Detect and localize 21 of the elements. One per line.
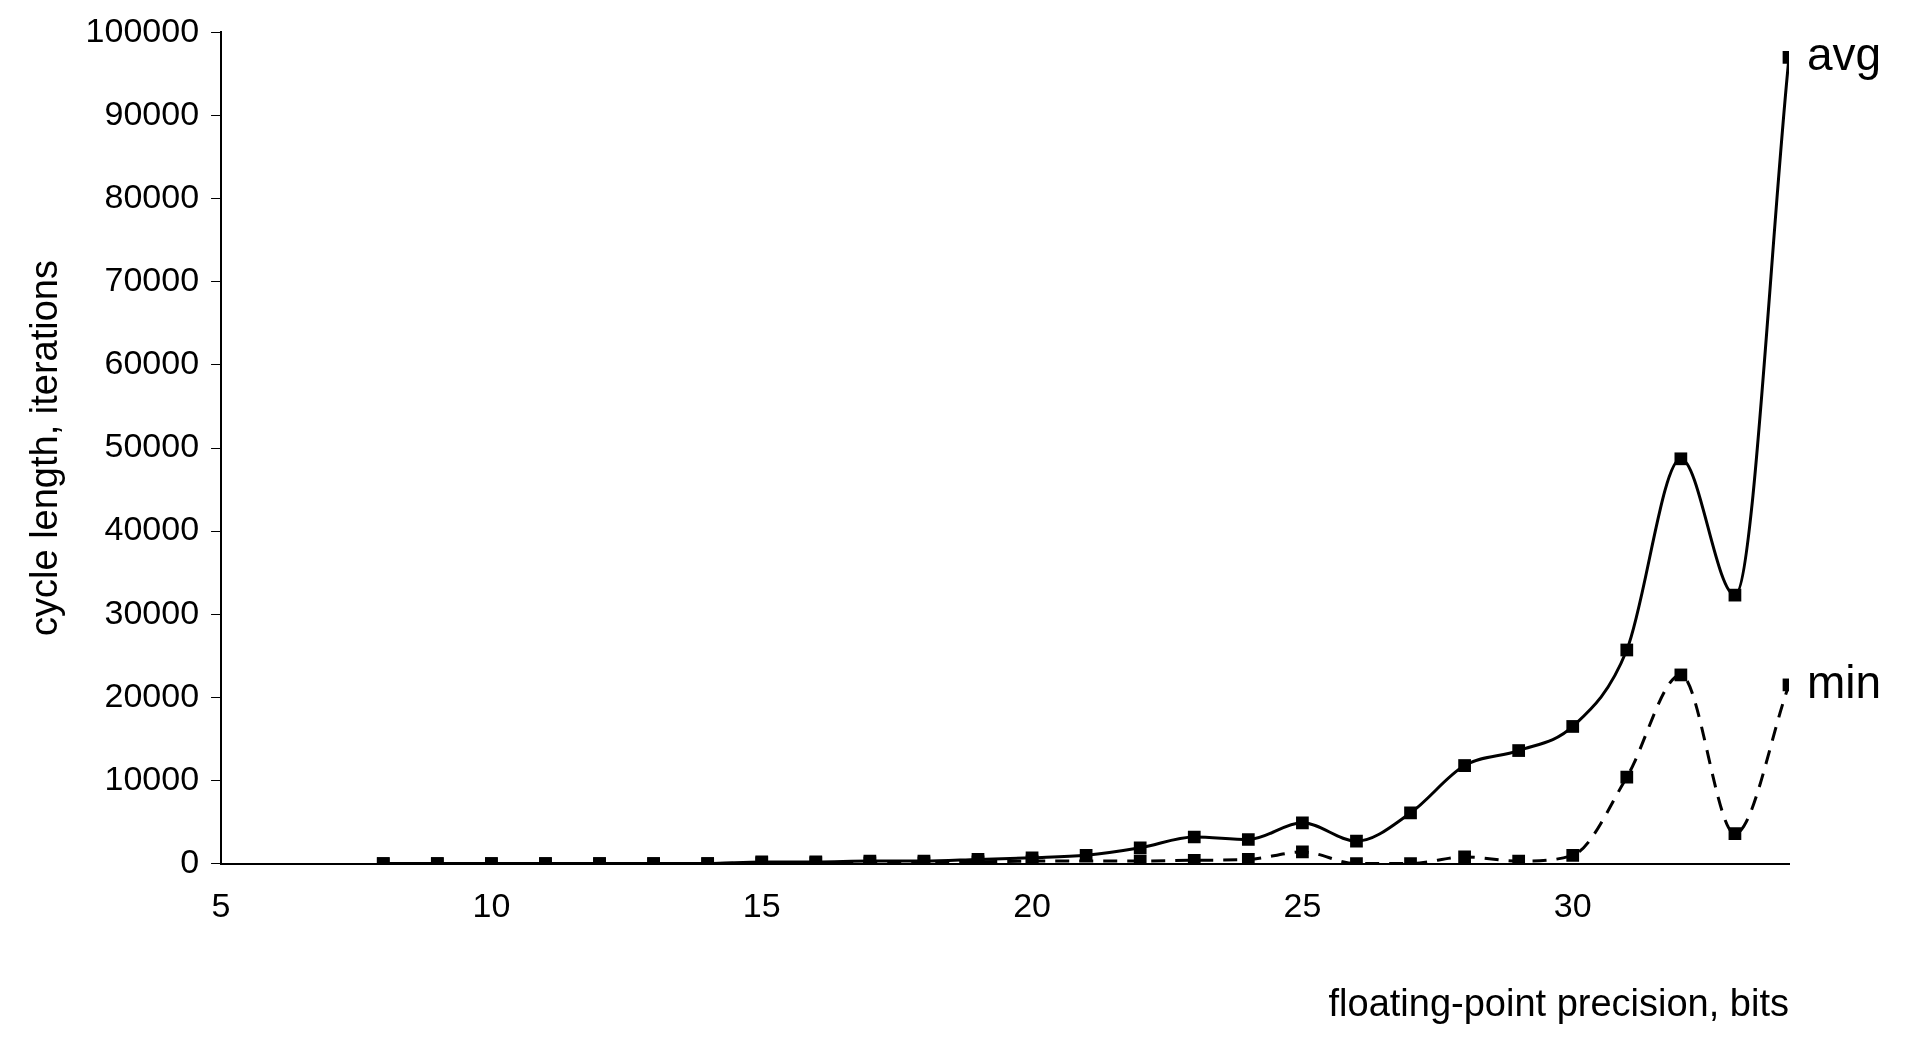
series-label: avg: [1807, 28, 1882, 81]
x-tick-label: 20: [1013, 886, 1051, 925]
y-tick-label: 10000: [104, 758, 200, 797]
y-tick-label: 50000: [104, 426, 200, 465]
y-tick-label: 60000: [104, 343, 200, 382]
y-tick-label: 20000: [104, 675, 200, 714]
x-tick-label: 30: [1553, 886, 1592, 925]
series-label: min: [1807, 655, 1882, 708]
y-tick-label: 30000: [104, 592, 200, 631]
y-tick-label: 90000: [104, 93, 200, 132]
y-tick-label: 100000: [85, 10, 200, 49]
y-tick-label: 70000: [104, 260, 200, 299]
x-tick-label: 5: [211, 886, 231, 925]
y-axis-title: cycle length, iterations: [23, 260, 66, 636]
x-tick-label: 15: [742, 886, 781, 925]
y-tick-label: 40000: [104, 509, 200, 548]
x-tick-label: 25: [1283, 886, 1322, 925]
y-tick-label: 0: [180, 841, 200, 880]
x-tick-label: 10: [472, 886, 511, 925]
y-tick-label: 80000: [104, 177, 200, 216]
x-axis-title: floating-point precision, bits: [1328, 981, 1789, 1024]
